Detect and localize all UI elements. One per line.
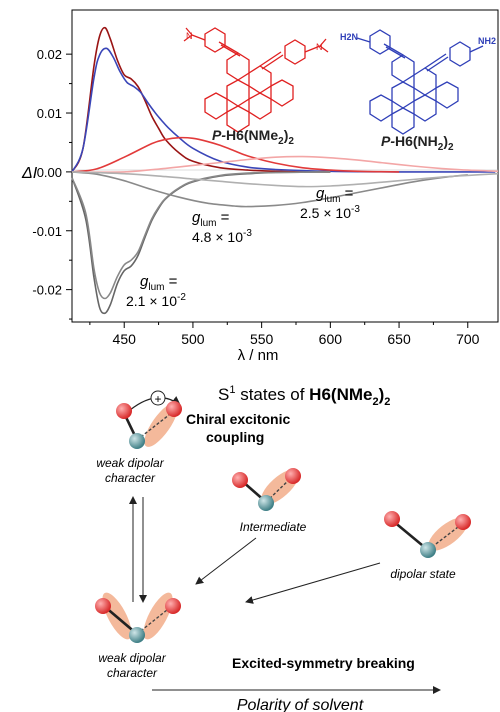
atom-red [384, 511, 400, 527]
plus-circle [150, 390, 166, 406]
glum-value-right: 2.5 × 10-3 [300, 204, 360, 221]
series-line-6 [71, 171, 468, 208]
label-dipolar-state: dipolar state [390, 567, 456, 581]
arrow-intermediate-to-bottom [195, 537, 257, 585]
diagram-title: S1 states of H6(NMe2)2 [218, 384, 390, 408]
x-tick-label: 550 [250, 331, 274, 347]
series-line-1 [71, 47, 496, 173]
series-group [71, 26, 499, 315]
y-axis-label: ΔI [21, 165, 38, 182]
molecule-nme2-structure [183, 27, 329, 133]
atom-red [232, 472, 248, 488]
label-excited-symmetry-breaking: Excited-symmetry breaking [232, 655, 415, 671]
label-coupling: coupling [206, 429, 264, 445]
atom-center [420, 542, 436, 558]
molecule-nh2-structure [356, 29, 484, 135]
atom-center [129, 627, 145, 643]
state-diagram: S1 states of H6(NMe2)2 + Chiral excitoni… [95, 384, 471, 712]
molecule-intermediate [232, 468, 301, 511]
molecule-nme2-group-right: N [316, 42, 323, 52]
arrow-dipolar-to-bottom [245, 562, 381, 604]
molecule-dipolar-state [384, 511, 471, 558]
series-line-5 [71, 171, 331, 300]
atom-center [258, 495, 274, 511]
atom-red [116, 403, 132, 419]
plot-frame [71, 9, 499, 323]
plus-sign: + [154, 392, 161, 406]
chart: 450 500 550 600 650 700 0.02 0.01 0.00 -0.01 -0.0… [21, 9, 499, 364]
label-intermediate: Intermediate [240, 520, 307, 534]
glum-annotation-low: glum = [140, 273, 178, 293]
series-line-7 [71, 171, 499, 188]
x-axis-ticks: 450 500 550 600 650 700 [89, 322, 480, 347]
atom-red [95, 598, 111, 614]
x-tick-label: 700 [456, 331, 480, 347]
series-line-2 [71, 136, 400, 173]
x-tick-label: 650 [387, 331, 411, 347]
y-tick-label: -0.02 [32, 283, 62, 298]
x-tick-label: 500 [181, 331, 205, 347]
y-tick-label: 0.02 [37, 47, 62, 62]
molecule-weak-dipolar-bottom [95, 592, 181, 643]
label-chiral-excitonic: Chiral excitonic [186, 411, 290, 427]
glum-annotation-right: glum = [316, 185, 354, 205]
y-tick-label: 0.00 [37, 165, 62, 180]
x-tick-label: 600 [319, 331, 343, 347]
molecule-nme2-group-left: N [186, 31, 193, 41]
molecule-weak-dipolar-top: + [116, 390, 182, 449]
atom-red [285, 468, 301, 484]
y-tick-label: 0.01 [37, 106, 62, 121]
atom-red [166, 401, 182, 417]
label-weak-dipolar-top-1: weak dipolar [96, 456, 164, 470]
molecule-nh2-group-right: NH2 [478, 36, 496, 46]
label-weak-dipolar-top-2: character [105, 471, 156, 485]
label-polarity-of-solvent: Polarity of solvent [237, 697, 364, 712]
molecule-nh2-group-left: H2N [340, 32, 358, 42]
atom-red [165, 598, 181, 614]
glum-value-low: 2.1 × 10-2 [126, 292, 186, 309]
molecule-nme2-label: P-H6(NMe2)2 [212, 127, 294, 147]
y-axis-ticks: 0.02 0.01 0.00 -0.01 -0.02 [32, 47, 72, 320]
x-tick-label: 450 [113, 331, 137, 347]
molecule-nh2-label: P-H6(NH2)2 [381, 133, 454, 153]
glum-annotation-mid: glum = [192, 209, 230, 229]
label-weak-dipolar-bottom-2: character [107, 666, 158, 680]
series-line-3 [71, 155, 499, 173]
label-weak-dipolar-bottom-1: weak dipolar [98, 651, 166, 665]
atom-center [129, 433, 145, 449]
y-tick-label: -0.01 [32, 224, 62, 239]
x-axis-label: λ / nm [238, 347, 279, 364]
glum-value-mid: 4.8 × 10-3 [192, 228, 252, 245]
atom-red [455, 514, 471, 530]
